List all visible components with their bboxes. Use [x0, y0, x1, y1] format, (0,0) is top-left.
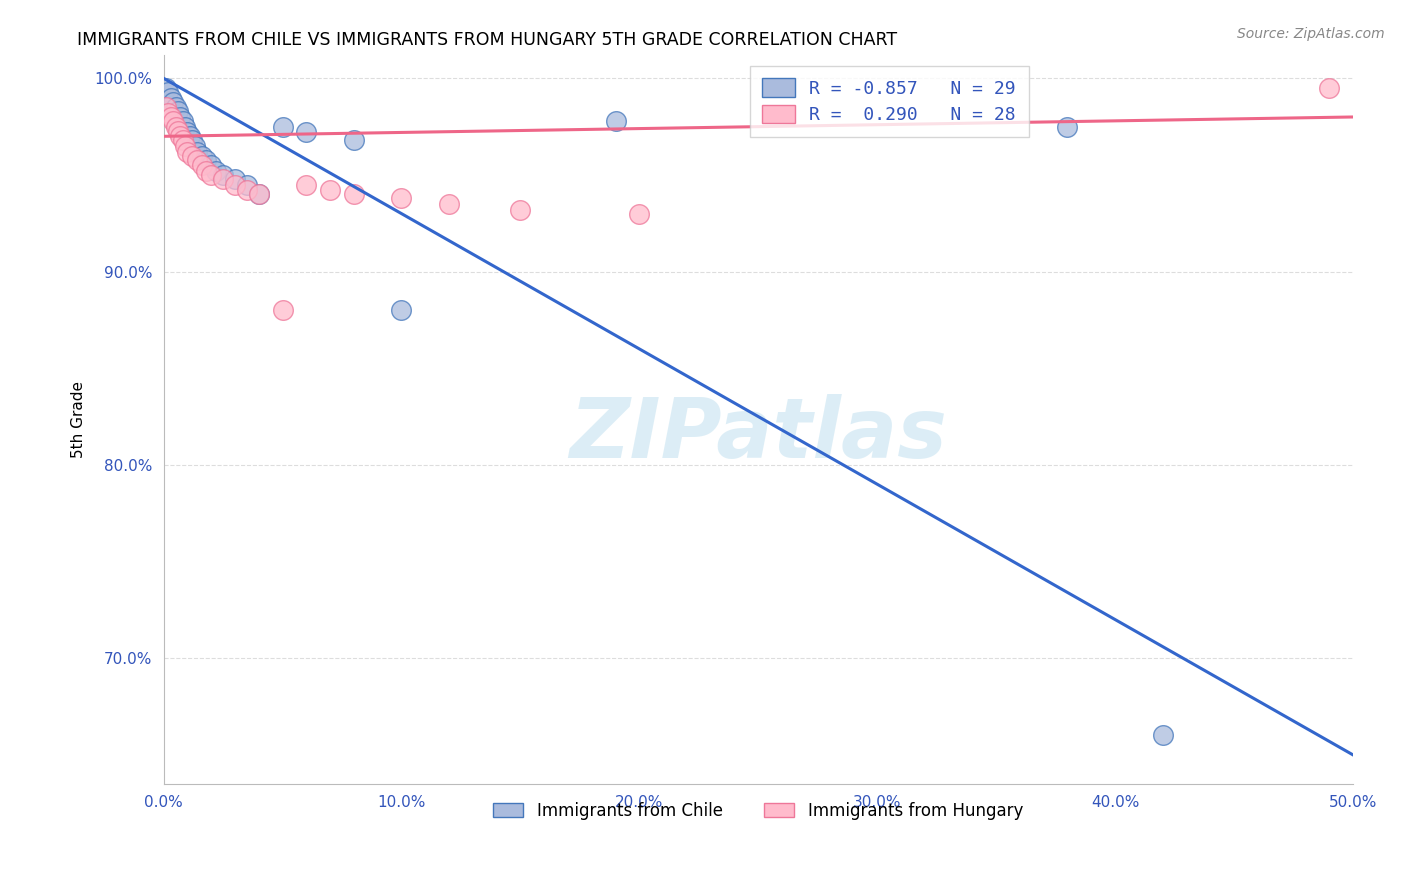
- Point: [155, 81, 177, 95]
- Point: [1056, 120, 1078, 134]
- Point: [212, 171, 235, 186]
- Point: [247, 187, 270, 202]
- Point: [205, 164, 228, 178]
- Point: [200, 168, 222, 182]
- Point: [176, 125, 198, 139]
- Point: [157, 106, 180, 120]
- Point: [391, 191, 413, 205]
- Point: [391, 303, 413, 318]
- Text: Source: ZipAtlas.com: Source: ZipAtlas.com: [1237, 27, 1385, 41]
- Point: [169, 110, 191, 124]
- Point: [295, 125, 318, 139]
- Point: [236, 183, 259, 197]
- Point: [169, 129, 191, 144]
- Point: [200, 158, 222, 172]
- Point: [195, 164, 218, 178]
- Point: [1317, 81, 1340, 95]
- Point: [186, 145, 208, 159]
- Point: [157, 85, 180, 99]
- Point: [271, 120, 294, 134]
- Point: [319, 183, 342, 197]
- Point: [172, 113, 194, 128]
- Point: [159, 110, 181, 124]
- Point: [212, 168, 235, 182]
- Point: [186, 153, 208, 167]
- Point: [509, 202, 531, 217]
- Point: [271, 303, 294, 318]
- Point: [174, 139, 197, 153]
- Point: [174, 120, 197, 134]
- Y-axis label: 5th Grade: 5th Grade: [72, 381, 86, 458]
- Point: [343, 133, 366, 147]
- Point: [181, 133, 204, 147]
- Point: [176, 145, 198, 159]
- Point: [190, 158, 212, 172]
- Point: [1152, 728, 1174, 742]
- Point: [224, 171, 246, 186]
- Point: [605, 113, 627, 128]
- Point: [437, 197, 460, 211]
- Point: [162, 113, 184, 128]
- Point: [295, 178, 318, 192]
- Legend: Immigrants from Chile, Immigrants from Hungary: Immigrants from Chile, Immigrants from H…: [486, 795, 1029, 826]
- Point: [155, 100, 177, 114]
- Point: [172, 133, 194, 147]
- Point: [165, 100, 187, 114]
- Point: [195, 153, 218, 167]
- Point: [181, 148, 204, 162]
- Point: [628, 206, 651, 220]
- Point: [247, 187, 270, 202]
- Point: [162, 95, 184, 109]
- Point: [183, 139, 205, 153]
- Point: [167, 123, 190, 137]
- Point: [343, 187, 366, 202]
- Point: [224, 178, 246, 192]
- Point: [179, 129, 201, 144]
- Point: [159, 90, 181, 104]
- Text: IMMIGRANTS FROM CHILE VS IMMIGRANTS FROM HUNGARY 5TH GRADE CORRELATION CHART: IMMIGRANTS FROM CHILE VS IMMIGRANTS FROM…: [77, 31, 897, 49]
- Point: [165, 120, 187, 134]
- Text: ZIPatlas: ZIPatlas: [569, 393, 948, 475]
- Point: [236, 178, 259, 192]
- Point: [167, 104, 190, 119]
- Point: [190, 148, 212, 162]
